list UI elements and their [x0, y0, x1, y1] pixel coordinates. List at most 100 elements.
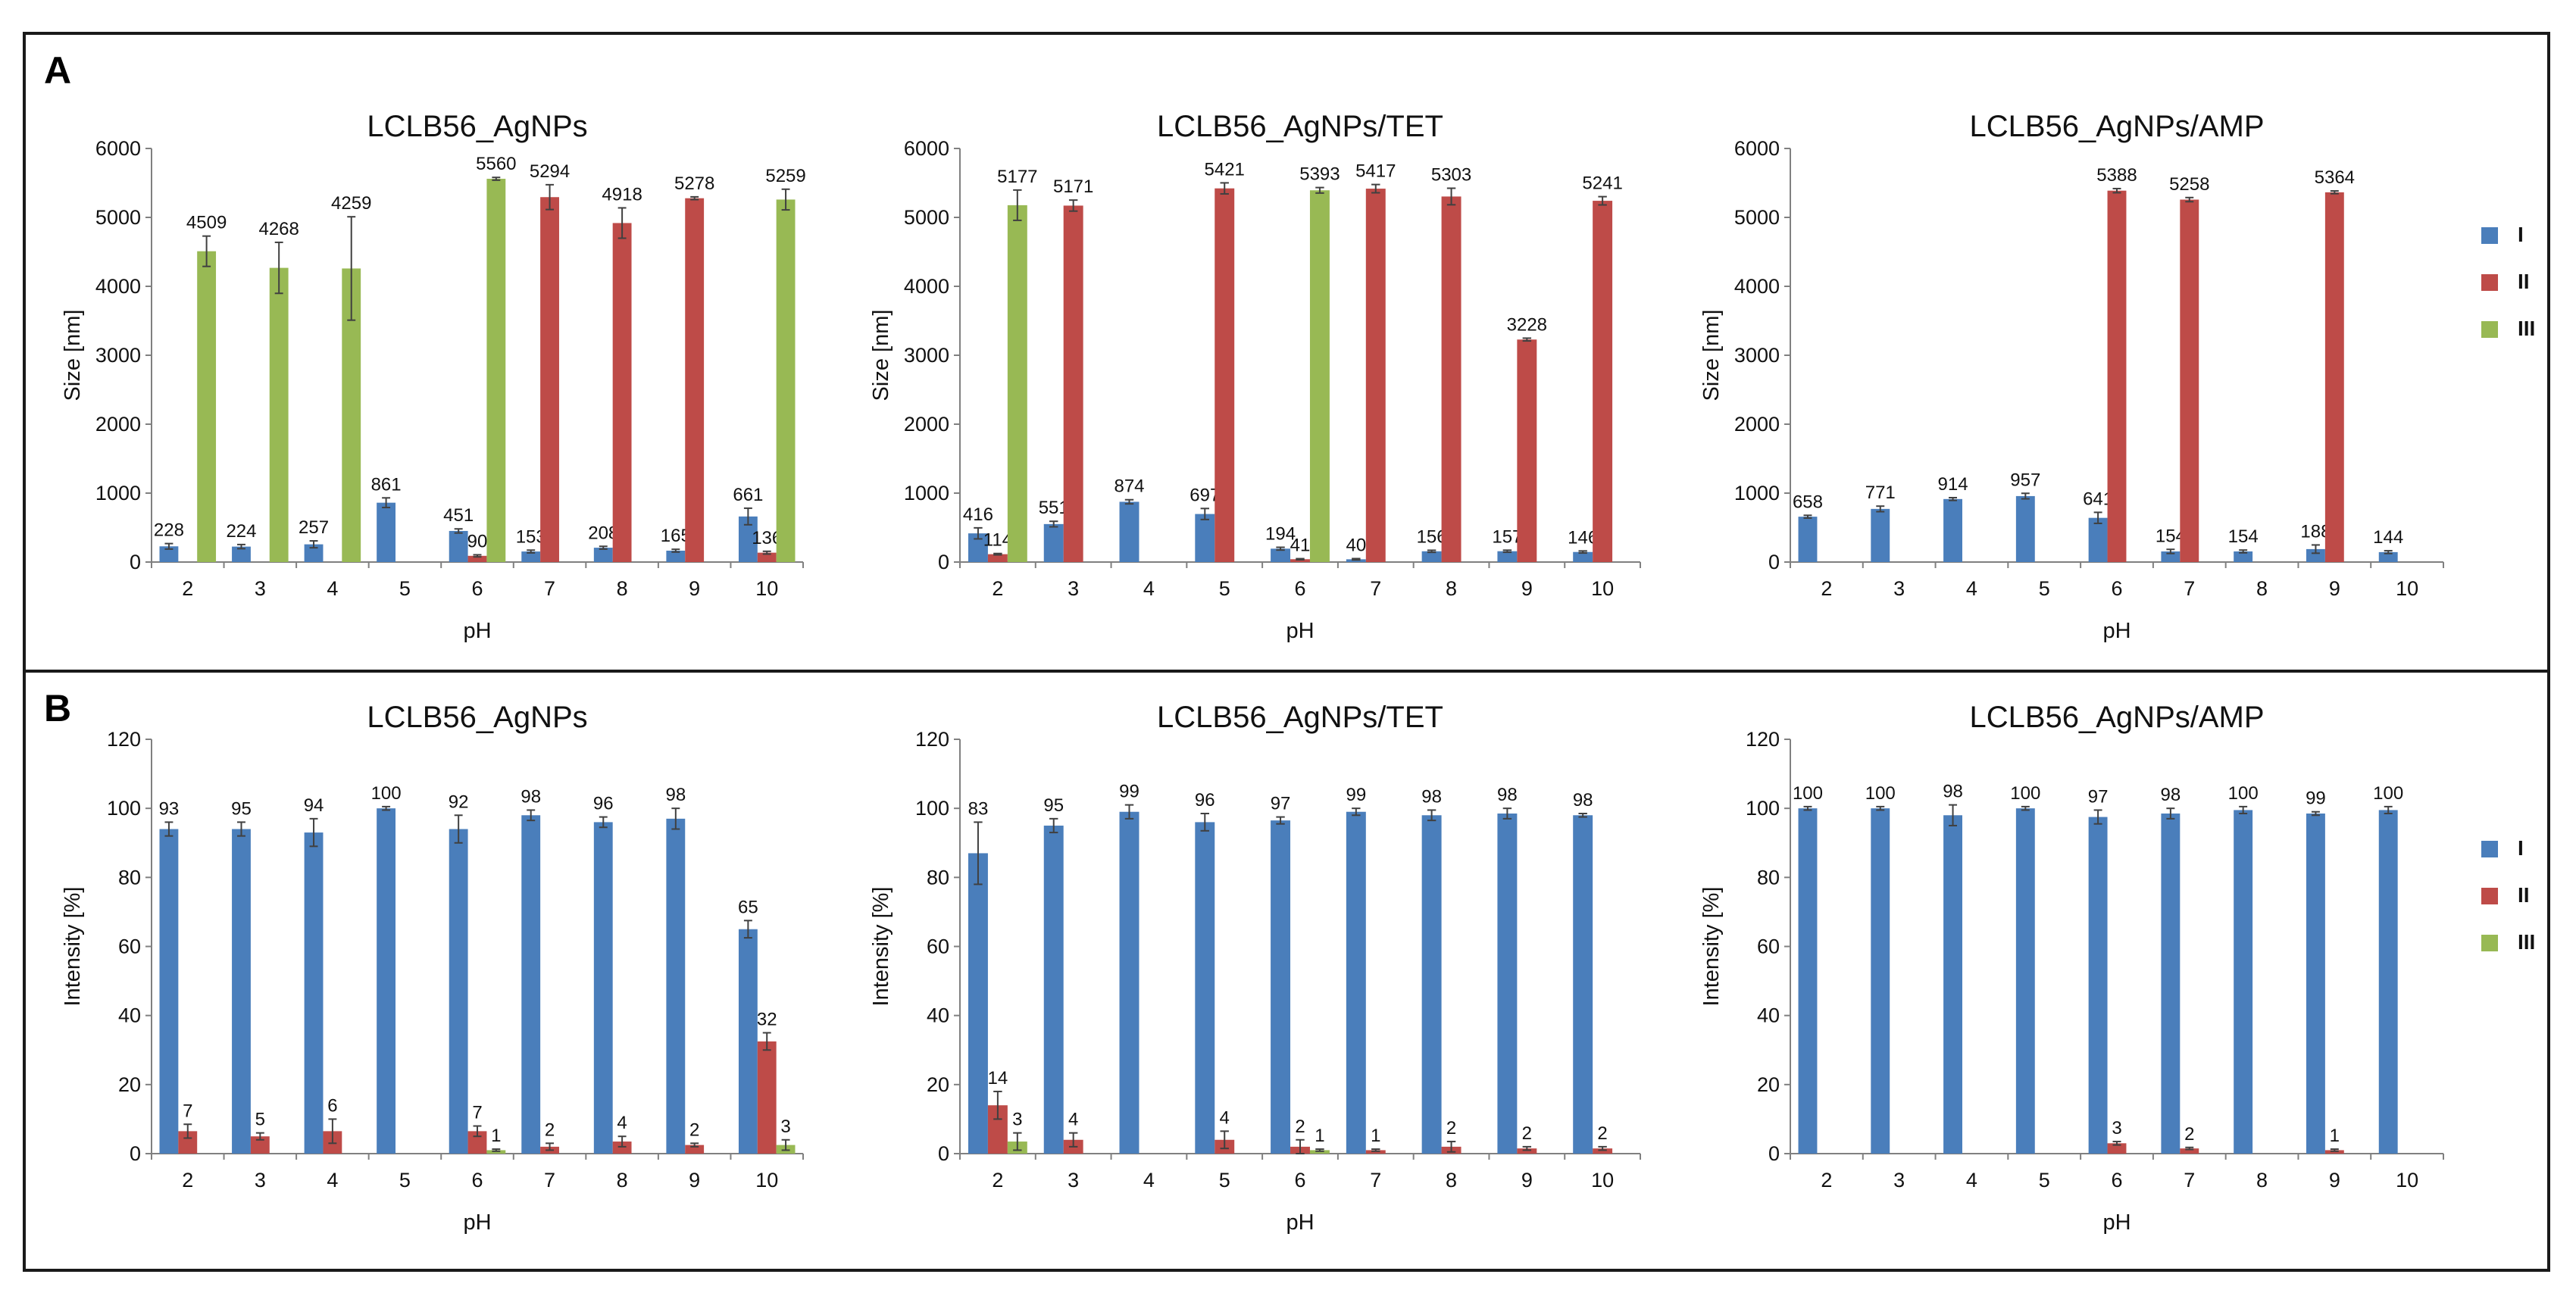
x-tick-label: 8 [2256, 577, 2268, 600]
y-tick-label: 80 [118, 866, 141, 889]
bar-I-ph-9 [1497, 551, 1518, 562]
x-tick-label: 7 [544, 1169, 555, 1191]
data-label: 1 [491, 1126, 501, 1146]
legend-label-I: I [2518, 836, 2524, 860]
bar-I-ph-7 [2161, 551, 2181, 562]
legend-label-II: II [2518, 883, 2530, 907]
x-tick-label: 4 [1966, 1169, 1977, 1191]
y-tick-label: 20 [927, 1073, 949, 1096]
data-label: 99 [1346, 785, 1366, 805]
y-tick-label: 5000 [904, 206, 949, 229]
y-tick-label: 3000 [1734, 344, 1780, 367]
x-axis-title: pH [1286, 1210, 1314, 1235]
x-tick-label: 2 [182, 577, 193, 600]
y-axis-title: Intensity [%] [1699, 887, 1724, 1007]
data-label: 98 [521, 786, 541, 807]
data-label: 100 [2228, 783, 2259, 804]
data-label: 5393 [1299, 164, 1340, 185]
x-tick-label: 8 [2256, 1169, 2268, 1191]
bar-III-ph-2 [1007, 205, 1027, 562]
x-tick-label: 4 [1143, 577, 1155, 600]
chart-intensity-agnps-amp: LCLB56_AgNPs/AMP 0 20 40 60 80 100 120 2 3 4 5 6 7 8 9 1… [1699, 701, 2535, 1235]
x-tick-label: 2 [992, 577, 1003, 600]
y-tick-label: 20 [1757, 1073, 1780, 1096]
x-tick-label: 4 [327, 577, 338, 600]
bar-II-ph-6 [2107, 190, 2127, 562]
x-tick-label: 2 [1821, 577, 1832, 600]
data-label: 154 [2228, 526, 2259, 547]
data-label: 7 [472, 1103, 482, 1123]
chart-title: LCLB56_AgNPs/AMP [1969, 110, 2264, 143]
legend-label-I: I [2518, 223, 2524, 246]
data-label: 100 [1865, 783, 1896, 804]
x-tick-label: 10 [755, 1169, 778, 1191]
x-tick-label: 10 [755, 577, 778, 600]
legend-swatch-I [2481, 841, 2498, 857]
y-tick-label: 1000 [95, 482, 141, 504]
bar-II-ph-3 [250, 1136, 270, 1154]
x-tick-label: 7 [2184, 1169, 2195, 1191]
y-tick-label: 0 [1768, 551, 1780, 573]
y-tick-label: 80 [927, 866, 949, 889]
panel-letter-b: B [44, 687, 72, 729]
x-tick-label: 8 [617, 1169, 628, 1191]
bar-I-ph-6 [2088, 517, 2108, 562]
data-label: 661 [733, 485, 763, 505]
data-label: 4 [1068, 1110, 1078, 1130]
bar-I-ph-6 [2088, 817, 2108, 1154]
data-label: 4268 [258, 219, 299, 239]
data-label: 98 [1943, 782, 1963, 802]
bar-II-ph-6 [2107, 1143, 2127, 1154]
y-axis-title: Size [nm] [61, 310, 85, 401]
data-label: 100 [371, 783, 402, 804]
data-label: 32 [757, 1009, 777, 1029]
bar-I-ph-8 [1421, 551, 1442, 562]
bar-II-ph-10 [1593, 1148, 1613, 1154]
bar-III-ph-2 [197, 251, 217, 562]
bar-I-ph-9 [2306, 548, 2325, 562]
x-tick-label: 10 [2396, 577, 2418, 600]
bar-II-ph-9 [685, 198, 705, 562]
x-axis-title: pH [2102, 619, 2131, 643]
x-tick-label: 5 [399, 577, 411, 600]
y-tick-label: 3000 [95, 344, 141, 367]
bar-II-ph-9 [1517, 339, 1537, 562]
data-label: 4 [1220, 1107, 1230, 1128]
x-tick-label: 3 [255, 577, 266, 600]
bar-I-ph-5 [377, 808, 396, 1154]
bar-I-ph-3 [1871, 508, 1890, 562]
y-tick-label: 100 [915, 797, 949, 820]
data-label: 65 [738, 897, 758, 917]
y-tick-label: 40 [1757, 1004, 1780, 1027]
y-tick-label: 5000 [1734, 206, 1780, 229]
bar-I-ph-10 [1573, 815, 1593, 1154]
bar-II-ph-7 [2180, 199, 2199, 562]
data-label: 5241 [1582, 173, 1622, 194]
bar-I-ph-5 [1195, 514, 1215, 562]
data-label: 99 [2306, 789, 2326, 809]
legend-label-III: III [2518, 317, 2535, 340]
x-tick-label: 9 [1521, 577, 1533, 600]
data-label: 6 [327, 1095, 337, 1116]
bar-I-ph-3 [1871, 808, 1890, 1154]
bar-I-ph-5 [1195, 822, 1215, 1154]
bar-II-ph-2 [987, 554, 1008, 562]
bar-I-ph-10 [2378, 551, 2398, 562]
data-label: 96 [1195, 790, 1215, 810]
chart-title: LCLB56_AgNPs [367, 110, 587, 143]
legend-swatch-III [2481, 935, 2498, 951]
data-label: 7 [183, 1101, 192, 1121]
bar-I-ph-3 [1043, 825, 1064, 1154]
bar-I-ph-8 [2234, 810, 2253, 1154]
x-tick-label: 8 [1446, 577, 1457, 600]
data-label: 3 [2112, 1118, 2121, 1138]
y-tick-label: 40 [927, 1004, 949, 1027]
bar-III-ph-6 [486, 179, 506, 562]
data-label: 94 [304, 795, 324, 816]
data-label: 5421 [1205, 159, 1245, 180]
bar-I-ph-9 [666, 818, 686, 1154]
data-label: 96 [593, 794, 614, 814]
bar-II-ph-3 [1063, 205, 1083, 562]
x-axis-title: pH [463, 619, 491, 643]
x-tick-label: 6 [471, 577, 483, 600]
